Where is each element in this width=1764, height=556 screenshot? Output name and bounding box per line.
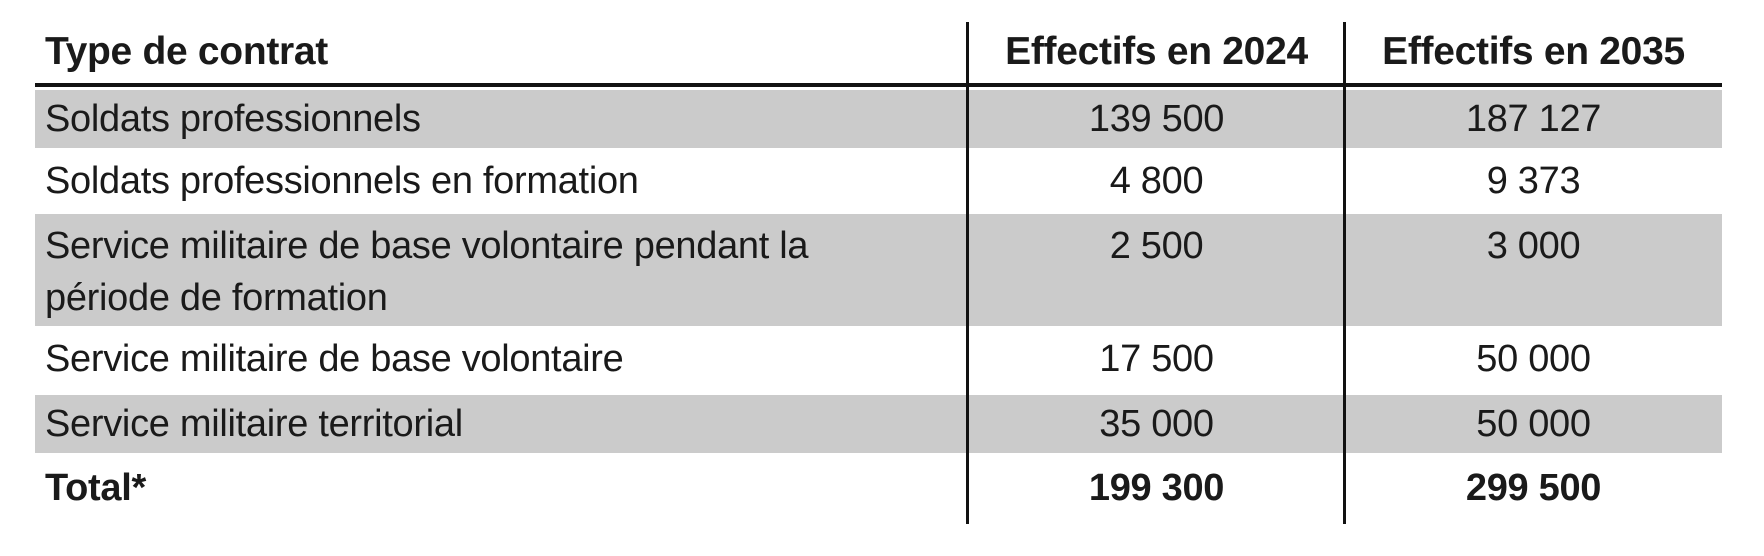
- column-header-type-de-contrat: Type de contrat: [45, 30, 328, 73]
- total-label: Total*: [45, 467, 146, 509]
- column-divider: [966, 22, 969, 524]
- value-2035: 50 000: [1476, 338, 1591, 380]
- value-2024: 35 000: [1099, 403, 1214, 445]
- value-2024: 139 500: [1088, 98, 1225, 140]
- column-divider: [1343, 22, 1346, 524]
- row-label: Service militaire de base volontaire: [45, 338, 624, 380]
- row-label: Service militaire de base volontaire pen…: [45, 225, 809, 319]
- value-2035: 50 000: [1476, 403, 1591, 445]
- table-row: Service militaire territorial 35 000 50 …: [35, 395, 1722, 453]
- value-2024: 4 800: [1109, 160, 1204, 202]
- table-row: Soldats professionnels en formation 4 80…: [35, 148, 1722, 214]
- value-2035: 187 127: [1465, 98, 1602, 140]
- table-row: Soldats professionnels 139 500 187 127: [35, 90, 1722, 148]
- value-2035: 9 373: [1486, 160, 1581, 202]
- effectifs-table: Type de contrat Effectifs en 2024 Effect…: [35, 20, 1722, 523]
- total-value-2035: 299 500: [1465, 467, 1602, 509]
- row-label: Soldats professionnels: [45, 98, 421, 140]
- value-2024: 17 500: [1099, 338, 1214, 380]
- row-label: Soldats professionnels en formation: [45, 160, 639, 202]
- table-total-row: Total* 199 300 299 500: [35, 453, 1722, 523]
- table-header-row: Type de contrat Effectifs en 2024 Effect…: [35, 20, 1722, 87]
- table-row: Service militaire de base volontaire 17 …: [35, 326, 1722, 393]
- row-label: Service militaire territorial: [45, 403, 463, 445]
- column-header-effectifs-2024: Effectifs en 2024: [1005, 30, 1308, 73]
- value-2024: 2 500: [1109, 225, 1204, 267]
- column-header-effectifs-2035: Effectifs en 2035: [1382, 30, 1685, 73]
- table-row: Service militaire de base volontaire pen…: [35, 214, 1722, 326]
- value-2035: 3 000: [1486, 225, 1581, 267]
- total-value-2024: 199 300: [1088, 467, 1225, 509]
